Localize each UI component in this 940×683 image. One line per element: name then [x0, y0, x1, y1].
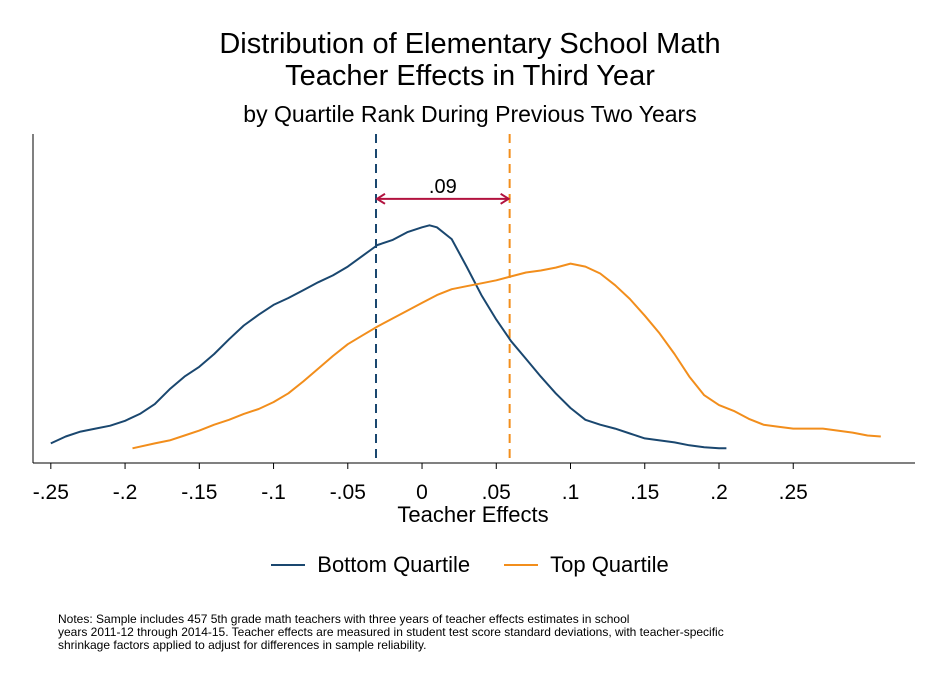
chart-title-line-2: Teacher Effects in Third Year: [285, 60, 655, 92]
chart-notes: Notes: Sample includes 457 5th grade mat…: [58, 613, 878, 652]
chart-title-line-1: Distribution of Elementary School Math: [219, 28, 721, 60]
x-tick-label: -.25: [33, 481, 69, 504]
legend: Bottom Quartile Top Quartile: [0, 552, 940, 578]
chart-subtitle: by Quartile Rank During Previous Two Yea…: [243, 101, 697, 127]
x-tick-label: .05: [482, 481, 511, 504]
x-tick-label: -.15: [181, 481, 217, 504]
x-axis-title: Teacher Effects: [397, 502, 548, 527]
chart-plot: -.25 -.2 -.15 -.1 -.05 0 .05 .1 .15 .2 .25 .09 Teac…: [32, 134, 915, 527]
x-tick-label: .1: [562, 481, 580, 504]
legend-swatch-top: [504, 564, 539, 566]
legend-item-bottom-quartile: Bottom Quartile: [271, 552, 470, 578]
legend-label-bottom: Bottom Quartile: [317, 552, 471, 577]
bottom-quartile-line: [50, 224, 727, 450]
legend-item-top-quartile: Top Quartile: [504, 552, 669, 578]
x-tick-label: -.2: [113, 481, 138, 504]
x-tick-label: -.05: [330, 481, 366, 504]
x-tick-label: .2: [710, 481, 728, 504]
notes-line-2: years 2011-12 through 2014-15. Teacher e…: [58, 625, 724, 639]
top-quartile-line: [132, 262, 881, 450]
x-tick-label: -.1: [261, 481, 286, 504]
x-tick-label: .25: [779, 481, 808, 504]
notes-line-3: shrinkage factors applied to adjust for …: [58, 638, 427, 652]
notes-line-1: Notes: Sample includes 457 5th grade mat…: [58, 612, 630, 626]
difference-label: .09: [429, 176, 457, 198]
x-tick-label: 0: [416, 481, 428, 504]
legend-label-top: Top Quartile: [550, 552, 669, 577]
legend-swatch-bottom: [271, 564, 306, 566]
x-tick-label: .15: [630, 481, 659, 504]
